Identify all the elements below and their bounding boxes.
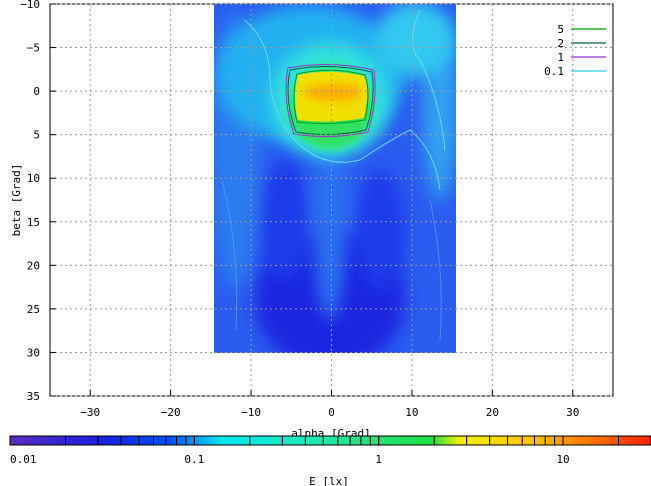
y-tick-label: 10 — [27, 172, 40, 185]
colorbar-tick-label: 0.1 — [184, 453, 204, 466]
legend-label: 0.1 — [544, 65, 564, 78]
y-tick-label: −5 — [27, 42, 40, 55]
x-tick-label: −20 — [161, 406, 181, 419]
x-tick-label: 0 — [328, 406, 335, 419]
y-tick-label: 0 — [33, 85, 40, 98]
heatmap-field — [214, 4, 456, 353]
x-tick-label: 30 — [566, 406, 579, 419]
legend-label: 5 — [557, 23, 564, 36]
x-tick-label: −10 — [241, 406, 261, 419]
legend-label: 1 — [557, 51, 564, 64]
y-tick-label: 15 — [27, 216, 40, 229]
y-axis-ticks: −10 −5 0 5 10 15 20 25 30 35 — [20, 0, 56, 403]
y-tick-label: 25 — [27, 303, 40, 316]
colorbar-tick-label: 10 — [556, 453, 569, 466]
y-axis-label: beta [Grad] — [10, 164, 23, 237]
y-tick-label: −10 — [20, 0, 40, 11]
x-axis-ticks: −30 −20 −10 0 10 20 30 — [80, 390, 579, 419]
y-tick-label: 35 — [27, 390, 40, 403]
colorbar-label: E [lx] — [309, 475, 349, 486]
colorbar-ticks: 0.01 0.1 1 10 — [9, 436, 651, 466]
x-tick-label: 20 — [486, 406, 499, 419]
x-tick-label: −30 — [80, 406, 100, 419]
x-tick-label: 10 — [405, 406, 418, 419]
y-tick-label: 30 — [27, 346, 40, 359]
colorbar-tick-label: 0.01 — [10, 453, 37, 466]
legend-label: 2 — [557, 37, 564, 50]
y-tick-label: 20 — [27, 259, 40, 272]
y-tick-label: 5 — [33, 129, 40, 142]
colorbar-tick-label: 1 — [375, 453, 382, 466]
